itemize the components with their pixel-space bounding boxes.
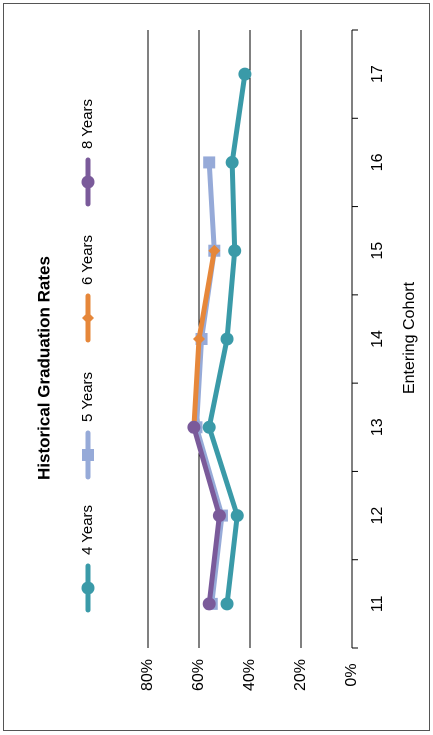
series-4-years xyxy=(202,67,252,611)
series-group xyxy=(187,67,252,611)
data-point xyxy=(212,509,226,523)
series-8-years xyxy=(187,420,226,611)
data-point xyxy=(202,597,216,611)
y-tick-label: 20% xyxy=(292,659,309,691)
x-tick-label: 16 xyxy=(369,153,386,171)
legend-item: 4 Years xyxy=(79,505,96,613)
legend-marker xyxy=(81,175,95,189)
data-point xyxy=(220,332,234,346)
data-point xyxy=(238,67,252,81)
legend-label: 8 Years xyxy=(79,99,96,149)
data-point xyxy=(193,333,205,345)
chart-title: Historical Graduation Rates xyxy=(34,256,53,480)
x-tick-label: 17 xyxy=(369,65,386,83)
data-point xyxy=(225,155,239,169)
x-tick-label: 11 xyxy=(369,595,386,612)
y-tick-label: 40% xyxy=(241,659,258,691)
legend-label: 6 Years xyxy=(79,235,96,285)
y-tick-label: 80% xyxy=(139,659,156,691)
legend-item: 8 Years xyxy=(79,99,96,207)
data-point xyxy=(230,509,244,523)
data-point xyxy=(208,244,221,257)
x-axis xyxy=(351,29,358,649)
data-point xyxy=(187,420,201,434)
data-point xyxy=(228,244,242,258)
y-axis: 0% 20% 40% 60% 80% xyxy=(139,659,360,691)
legend: 4 Years 5 Years 6 Years 8 Years xyxy=(79,99,96,613)
data-point xyxy=(202,420,216,434)
x-axis-title: Entering Cohort xyxy=(401,281,418,394)
data-point xyxy=(203,156,216,169)
x-tick-label: 12 xyxy=(369,507,386,525)
legend-marker xyxy=(81,581,95,595)
legend-marker xyxy=(82,449,94,461)
y-tick-label: 0% xyxy=(343,663,360,686)
legend-label: 4 Years xyxy=(79,505,96,555)
x-tick-label: 15 xyxy=(369,242,386,260)
x-tick-label: 14 xyxy=(369,330,386,348)
y-tick-label: 60% xyxy=(190,659,207,691)
legend-item: 6 Years xyxy=(79,235,96,343)
x-tick-label: 13 xyxy=(369,418,386,436)
x-tick-labels: 11 12 13 14 15 16 17 xyxy=(369,65,386,612)
data-point xyxy=(220,597,234,611)
legend-label: 5 Years xyxy=(79,372,96,422)
legend-item: 5 Years xyxy=(79,372,96,480)
series-line xyxy=(193,159,225,607)
legend-marker xyxy=(82,312,94,324)
